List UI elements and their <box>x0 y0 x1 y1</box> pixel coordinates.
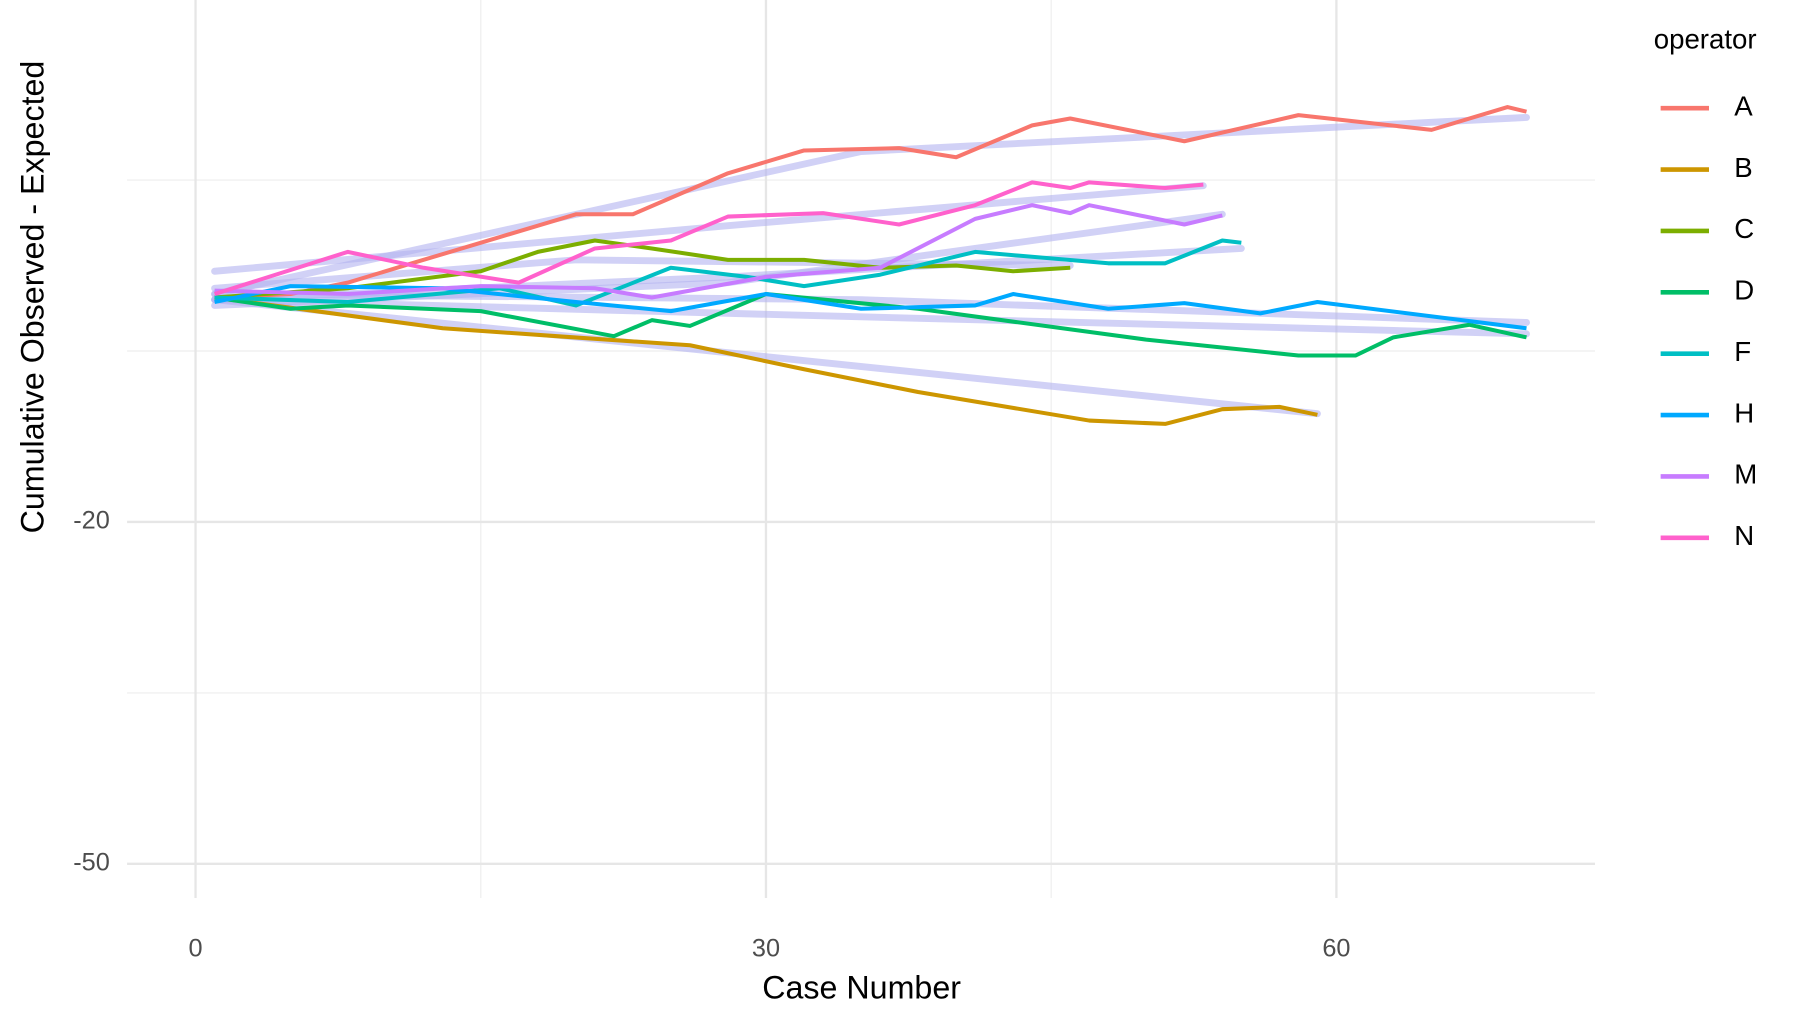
x-tick-label: 60 <box>1322 935 1350 963</box>
legend-label: A <box>1734 91 1753 122</box>
legend-label: C <box>1734 213 1754 244</box>
fit-line <box>211 296 1321 418</box>
plot-area <box>211 105 1530 426</box>
legend-label: H <box>1734 397 1754 428</box>
x-axis-title: Case Number <box>762 970 961 1006</box>
legend-label: N <box>1734 520 1754 551</box>
series-line <box>214 105 1527 300</box>
fit-line <box>211 296 1530 338</box>
legend-label: B <box>1734 152 1752 183</box>
x-tick-label: 0 <box>189 935 203 963</box>
fit-line <box>211 182 1207 275</box>
series-line <box>214 203 1223 300</box>
y-tick-label: -50 <box>73 849 110 877</box>
legend-label: D <box>1734 275 1754 306</box>
grid <box>127 0 1596 899</box>
series-line <box>214 284 1527 331</box>
fit-line <box>211 113 1530 298</box>
x-tick-label: 30 <box>752 935 780 963</box>
legend-label: M <box>1734 459 1757 490</box>
y-axis-title: Cumulative Observed - Expected <box>15 61 51 534</box>
legend-title: operator <box>1654 24 1757 55</box>
legend-label: F <box>1734 336 1751 367</box>
y-tick-label: -20 <box>73 507 110 535</box>
series-line <box>214 295 1318 426</box>
series-line <box>213 180 1204 296</box>
